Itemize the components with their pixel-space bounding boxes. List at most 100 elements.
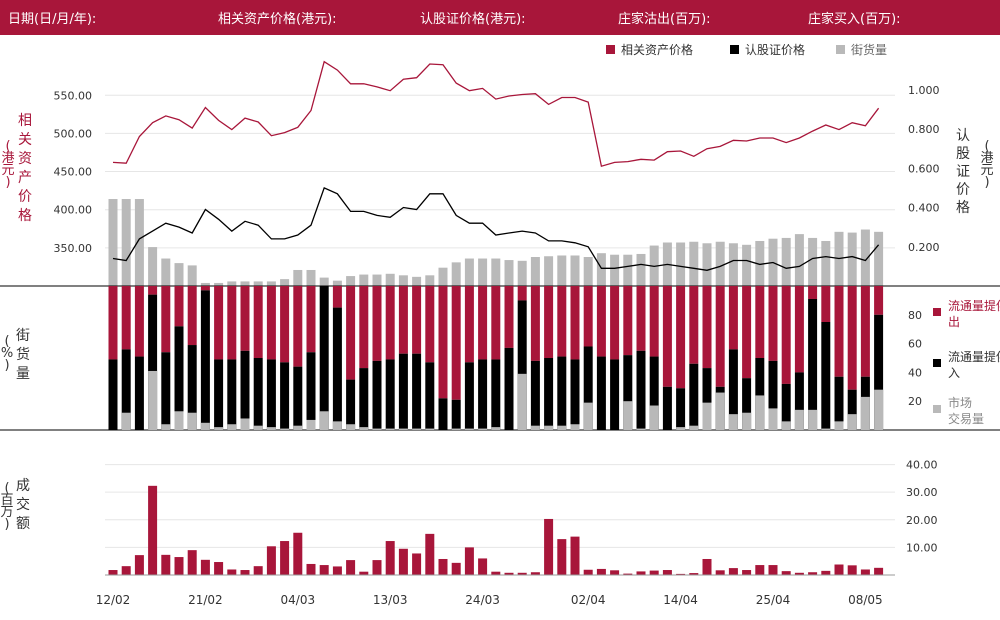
dealer-out-bar [570,286,580,360]
dealer-in-bar [689,363,699,430]
market-volume-bar [398,428,408,430]
outstanding-bar [319,277,329,286]
outstanding-bar [253,281,263,286]
turnover-bar [808,572,818,575]
outstanding-bar [214,282,224,286]
y-right-axis-title: 认股证价格 [956,128,970,216]
dealer-out-bar [280,286,290,363]
dealer-in-bar [412,353,422,430]
turnover-bar [227,569,237,575]
x-tick-label: 24/03 [465,593,500,607]
dealer-in-bar [874,314,884,430]
y-pct-axis-unit-char: % [1,346,13,361]
turnover-bar [491,571,501,575]
legend-dealer-in-swatch [933,359,941,367]
outstanding-bar [425,275,435,286]
outstanding-bar [781,237,791,286]
market-volume-bar [478,428,488,430]
market-volume-bar [200,422,210,430]
turnover-bar [280,541,290,575]
dealer-out-bar [636,286,646,351]
warrant-price-line [112,187,880,271]
market-volume-bar [860,396,870,430]
market-volume-bar [530,425,540,430]
dealer-out-bar [412,286,422,354]
dealer-out-bar [266,286,276,360]
y-left-tick-label: 400.00 [54,204,93,217]
turnover-bar [742,570,752,575]
market-volume-bar [293,425,303,430]
outstanding-bar [794,234,804,286]
dealer-in-bar [478,359,488,430]
y-left-axis-title-char: 产 [18,170,32,186]
turnover-bar [768,565,778,575]
turnover-bar [676,573,686,575]
turnover-bar [385,541,395,575]
legend-market-label: 市场 [948,395,972,410]
dealer-out-bar [425,286,435,363]
y-pct-axis-title-char: 街 [16,328,30,344]
y-right-axis-title-char: 证 [956,164,970,180]
dealer-in-bar [385,359,395,430]
y-pct-tick-label: 60 [908,338,922,351]
market-volume-bar [451,428,461,430]
dealer-out-bar [808,286,818,299]
y-pct-axis-title: 街货量 [16,328,30,382]
x-tick-label: 14/04 [663,593,698,607]
market-volume-bar [385,428,395,430]
y-turnover-axis-unit-char: 万 [0,505,13,520]
dealer-in-bar [702,368,712,430]
outstanding-bar [240,281,250,286]
dealer-in-bar [742,378,752,430]
outstanding-bar [280,279,290,286]
market-volume-bar [623,401,633,430]
turnover-bar [253,566,263,575]
outstanding-bar [451,262,461,286]
dealer-out-bar [742,286,752,379]
dealer-out-bar [200,286,210,291]
market-volume-bar [768,408,778,430]
turnover-bar [570,536,580,575]
dealer-out-bar [464,286,474,363]
dealer-out-bar [438,286,448,399]
outstanding-bar [187,265,197,286]
outstanding-bar [702,243,712,286]
outstanding-bar [464,258,474,286]
dealer-out-bar [174,286,184,327]
y-left-axis-unit-char: 元 [1,163,14,178]
header-bar: 日期(日/月/年): 相关资产价格(港元): 认股证价格(港元): 庄家沽出(百… [0,0,1000,35]
dealer-out-bar [359,286,369,369]
outstanding-bar [293,269,303,286]
outstanding-bar [148,247,158,286]
legend-warrant-label: 认股证价格 [745,42,805,57]
outstanding-bar [860,229,870,286]
turnover-bar [623,573,633,575]
market-volume-bar [174,411,184,430]
y-right-axis-unit: (港元) [980,139,993,190]
turnover-bar [702,558,712,575]
y-left-axis-unit: (港元) [1,139,14,190]
y-pct-axis-unit: (%) [1,334,13,373]
dealer-out-bar [676,286,686,389]
dealer-in-bar [768,360,778,430]
outstanding-bar [332,280,342,286]
y-right-axis-title-char: 认 [956,128,970,144]
turnover-bar [530,572,540,575]
dealer-in-bar [544,358,554,430]
legend-outstanding-swatch [836,45,845,54]
market-volume-bar [319,411,329,430]
header-underlying-price: 相关资产价格(港元): [218,12,337,27]
dealer-in-bar [319,286,329,430]
dealer-in-bar [134,356,144,430]
dealer-out-bar [332,286,342,308]
dealer-in-bar [676,388,686,430]
market-volume-bar [874,389,884,430]
dealer-out-bar [596,286,606,357]
market-volume-bar [253,425,263,430]
outstanding-bar [438,267,448,286]
turnover-bar [121,566,131,575]
dealer-out-bar [715,286,725,387]
y-left-axis-title-char: 资 [18,151,32,167]
y-left-axis-unit-char: ( [5,139,10,154]
